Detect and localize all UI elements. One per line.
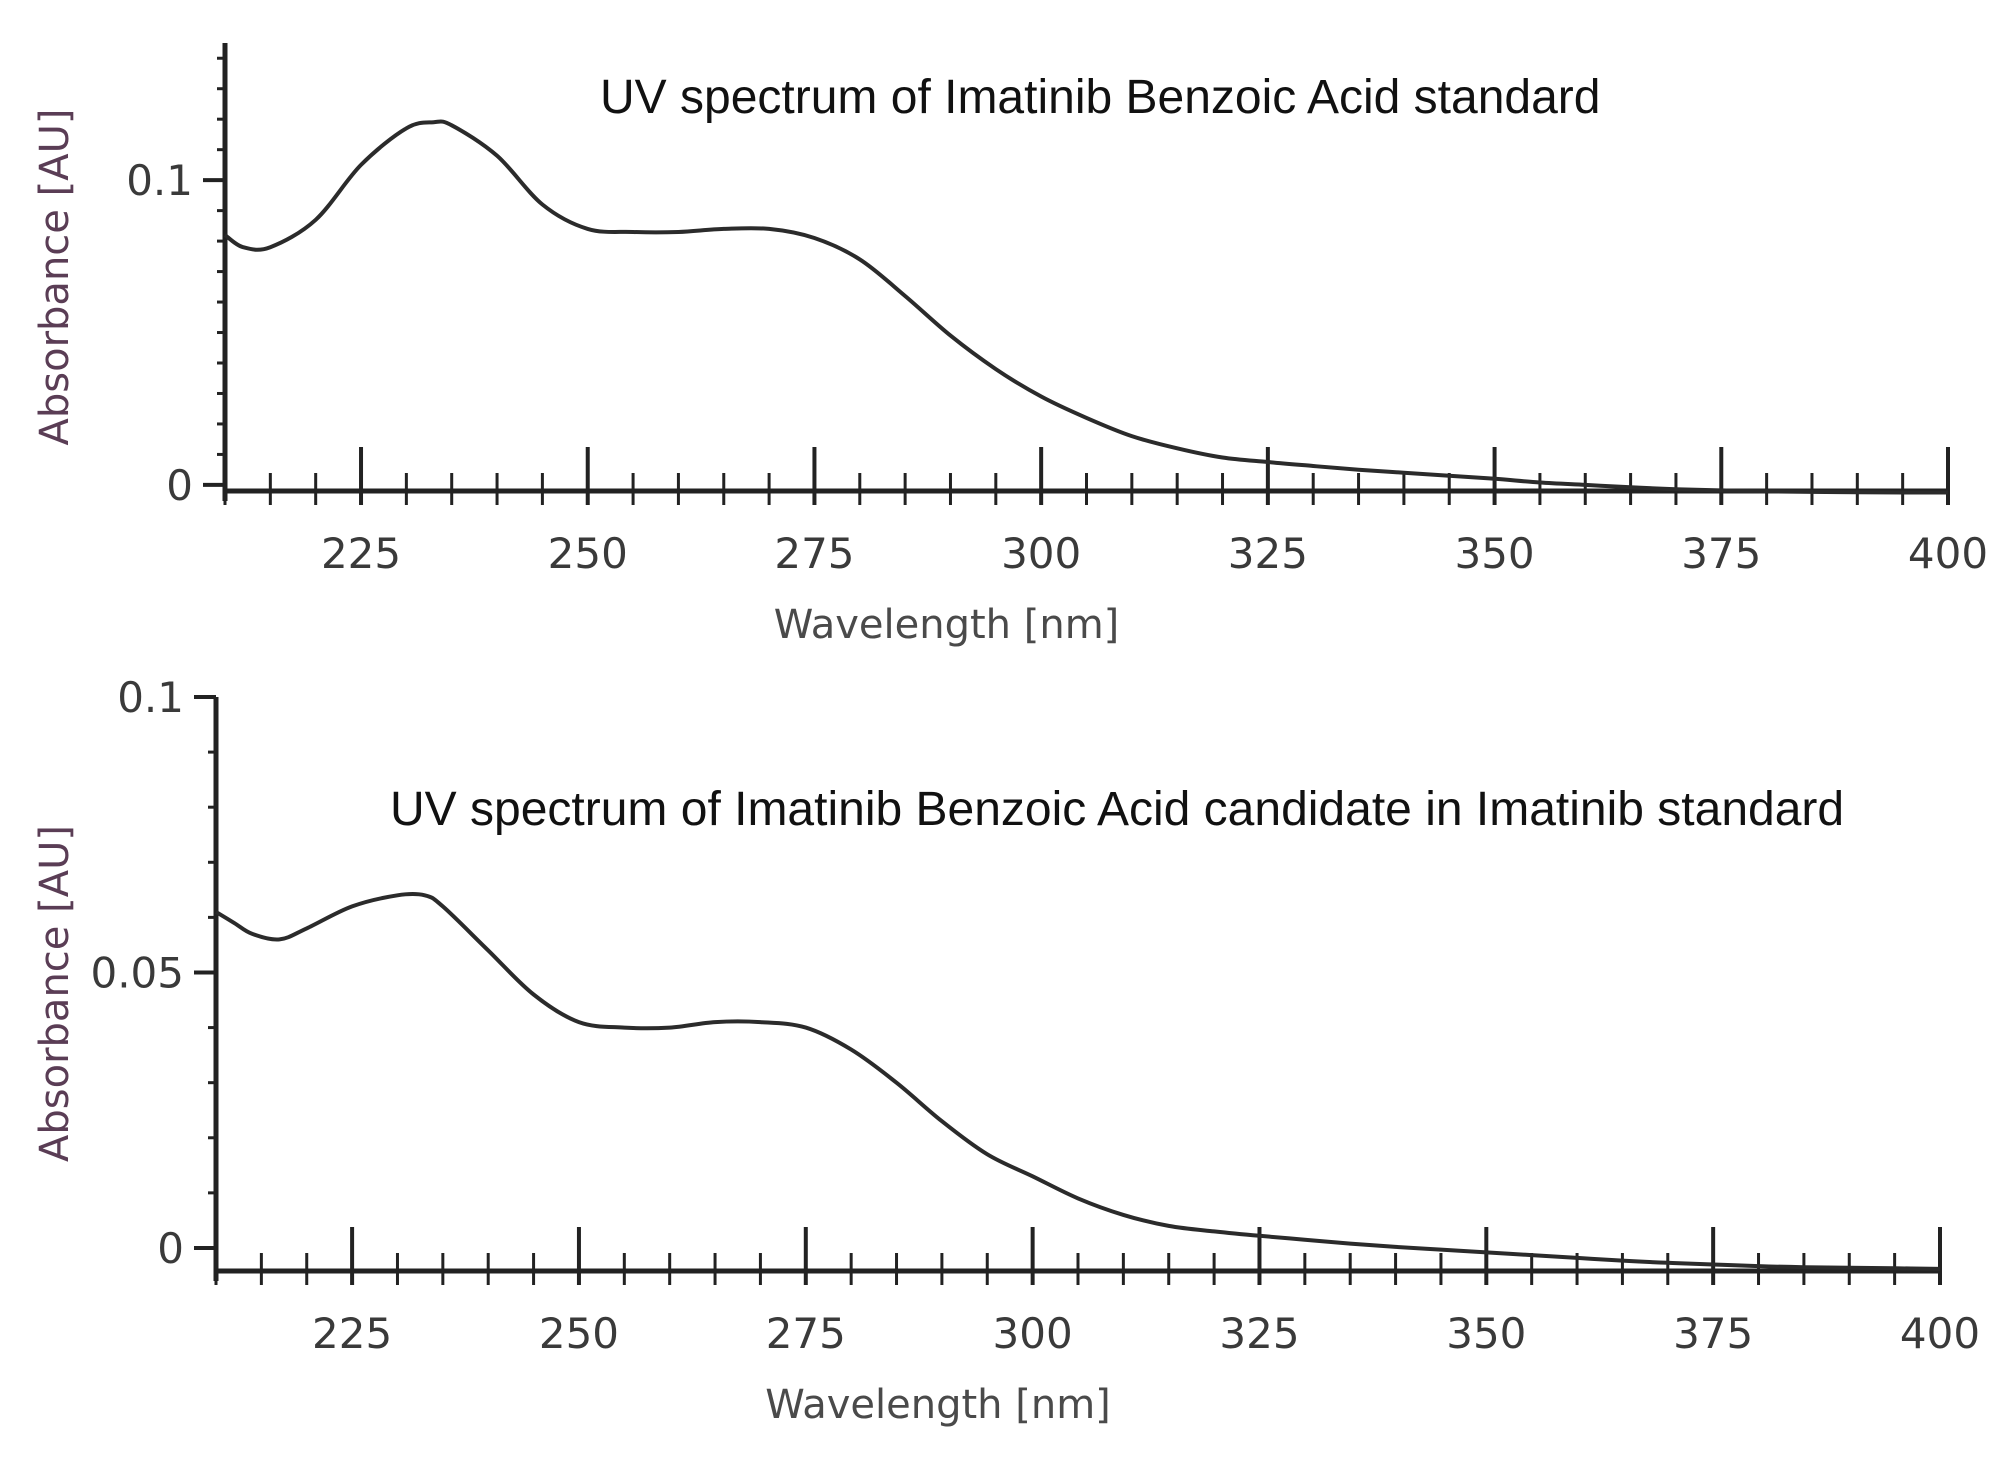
x-tick-label: 375 xyxy=(1681,529,1761,578)
chart-title: UV spectrum of Imatinib Benzoic Acid can… xyxy=(390,783,1844,836)
chart-title: UV spectrum of Imatinib Benzoic Acid sta… xyxy=(600,71,1600,124)
y-tick-label: 0 xyxy=(166,461,193,510)
x-tick-label: 400 xyxy=(1900,1309,1980,1358)
x-tick-label: 250 xyxy=(539,1309,619,1358)
x-tick-label: 300 xyxy=(1001,529,1081,578)
x-tick-label: 225 xyxy=(321,529,401,578)
y-tick-label: 0.1 xyxy=(117,673,184,722)
y-axis-label: Absorbance [AU] xyxy=(32,109,78,446)
y-tick-label: 0 xyxy=(157,1224,184,1273)
y-tick-label: 0.05 xyxy=(90,948,184,997)
x-axis-label: Wavelength [nm] xyxy=(765,1382,1111,1428)
x-tick-label: 400 xyxy=(1908,529,1988,578)
spectrum-line xyxy=(214,891,1941,1271)
top-chart: 225 250 275 300 325 350 375 400 0 0.1 Wavelength [… xyxy=(32,43,1988,648)
spectrum-line xyxy=(223,119,1949,495)
x-tick-label: 225 xyxy=(312,1309,392,1358)
x-axis-label: Wavelength [nm] xyxy=(774,602,1120,648)
y-axis-label: Absorbance [AU] xyxy=(32,825,78,1162)
x-tick-label: 300 xyxy=(993,1309,1073,1358)
x-tick-label: 350 xyxy=(1454,529,1534,578)
x-tick-label: 325 xyxy=(1219,1309,1299,1358)
x-tick-label: 350 xyxy=(1446,1309,1526,1358)
y-tick-label: 0.1 xyxy=(126,156,193,205)
x-tick-label: 275 xyxy=(774,529,854,578)
x-tick-label: 375 xyxy=(1673,1309,1753,1358)
x-tick-label: 325 xyxy=(1228,529,1308,578)
x-tick-label: 250 xyxy=(548,529,628,578)
bottom-chart: 225 250 275 300 325 350 375 400 0 0.05 0.1 Waveleng… xyxy=(32,673,1980,1428)
x-tick-label: 275 xyxy=(766,1309,846,1358)
